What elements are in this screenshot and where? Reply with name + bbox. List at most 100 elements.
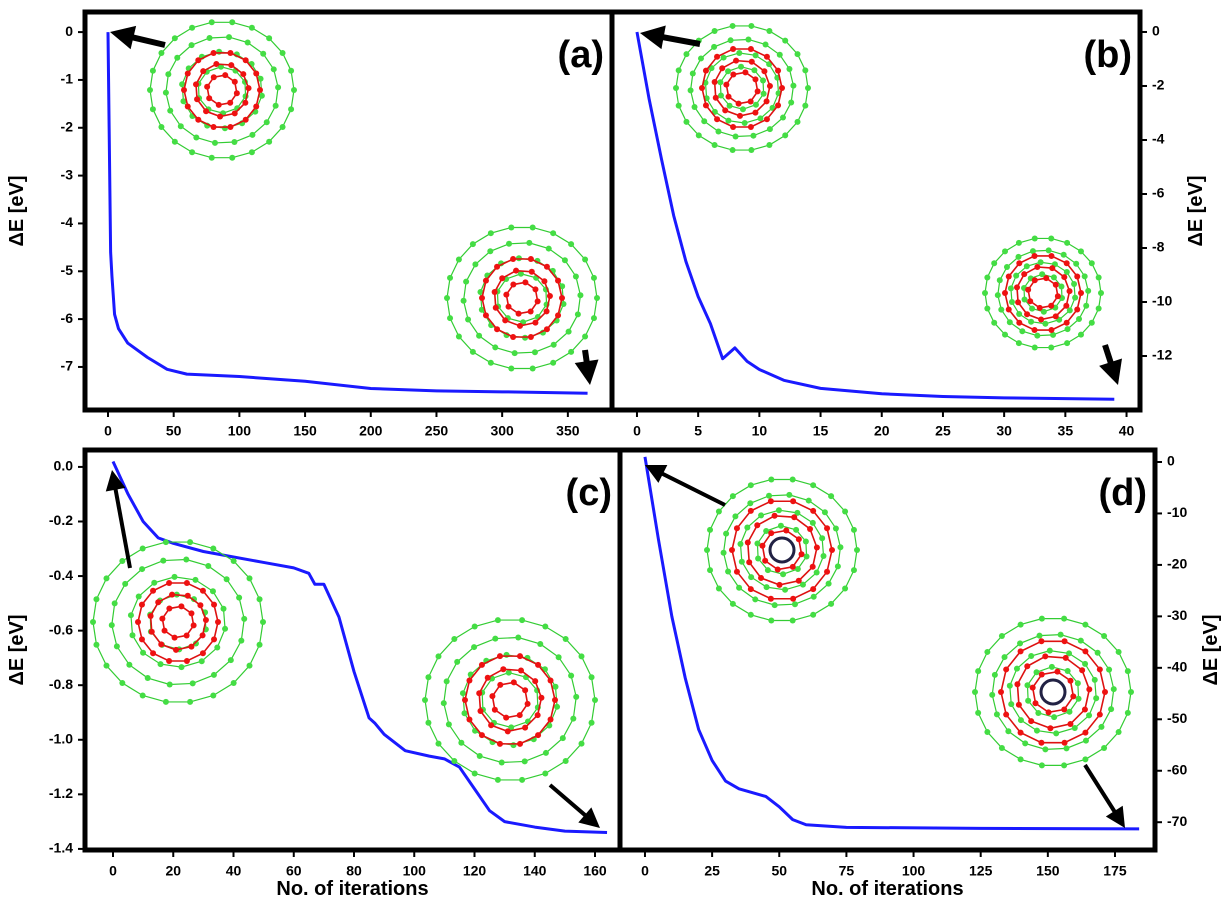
cage-atom — [258, 92, 265, 99]
cage-atom — [221, 125, 228, 132]
cage-atom — [542, 623, 549, 630]
cage-atom — [1115, 648, 1122, 655]
arrow — [574, 349, 599, 385]
inner-atom — [547, 677, 554, 684]
inner-atom — [150, 587, 157, 594]
cage-atom — [1008, 299, 1015, 306]
inner-atom — [489, 693, 496, 700]
inner-atom — [714, 116, 721, 123]
cage-atom — [984, 305, 991, 312]
inner-atom — [747, 98, 754, 105]
cage-atom — [1071, 280, 1078, 287]
molecule-image — [147, 19, 297, 161]
inner-atom — [771, 512, 778, 519]
cage-atom — [187, 698, 194, 705]
cage-atom — [1061, 762, 1068, 769]
cage-atom — [229, 19, 236, 26]
cage-atom — [151, 579, 158, 586]
y-tick-label: -1.4 — [49, 840, 73, 856]
inner-atom — [541, 278, 548, 285]
cage-atom — [768, 476, 775, 483]
x-tick-label: 40 — [226, 863, 242, 879]
inner-atom — [1067, 720, 1074, 727]
cage-atom — [129, 632, 136, 639]
arrow — [1083, 763, 1125, 828]
inner-atom — [754, 88, 761, 95]
cage-atom — [288, 67, 295, 74]
inner-atom — [1017, 648, 1024, 655]
cage-atom — [1115, 729, 1122, 736]
inner-atom — [494, 326, 501, 333]
arrow-head — [1105, 805, 1125, 828]
inner-atom — [547, 716, 554, 723]
panel-frame — [82, 447, 623, 853]
cage-atom — [472, 261, 479, 268]
inner-atom — [543, 308, 550, 315]
cage-atom — [732, 133, 739, 140]
inner-atom — [552, 697, 558, 703]
inner-atom — [730, 46, 737, 53]
inner-atom — [736, 112, 743, 119]
inner-atom — [138, 636, 145, 643]
arrow-shaft — [127, 33, 166, 48]
cage-atom — [776, 51, 783, 58]
x-tick-label: 0 — [633, 423, 641, 439]
cage-atom — [465, 316, 472, 323]
inner-atom — [1032, 700, 1039, 707]
arrow — [645, 465, 726, 507]
inner-atom — [524, 700, 531, 707]
inner-atom — [714, 53, 721, 60]
cage-atom — [487, 359, 494, 366]
inner-atom — [725, 93, 732, 100]
cage-atom — [272, 102, 279, 109]
inner-bonds — [491, 681, 529, 719]
inner-atom — [135, 619, 141, 625]
x-tick-label: 140 — [523, 863, 547, 879]
cage-atom — [246, 662, 253, 669]
cage-atom — [799, 581, 806, 588]
cage-atom — [697, 55, 704, 62]
cage-atom — [717, 79, 724, 86]
cage-atom — [1064, 326, 1071, 333]
cage-atom — [127, 612, 134, 619]
cage-atom — [1033, 669, 1040, 676]
cage-atom — [590, 274, 597, 281]
cage-atom — [1066, 307, 1073, 314]
cage-atom — [1021, 296, 1028, 303]
x-tick-label: 25 — [704, 863, 720, 879]
inner-atom — [1027, 298, 1034, 305]
cage-bonds — [424, 619, 596, 781]
data-line — [635, 31, 1115, 401]
cage-atom — [193, 134, 200, 141]
y-tick-label: -4 — [61, 214, 74, 230]
cage-atom — [119, 680, 126, 687]
cage-bonds — [149, 21, 295, 159]
cage-atom — [780, 571, 787, 578]
inner-atom — [754, 522, 761, 529]
inner-atom — [699, 85, 705, 91]
cage-atom — [794, 509, 801, 516]
cage-atom — [487, 230, 494, 237]
inner-atom — [829, 547, 835, 553]
inner-atom — [1038, 739, 1045, 746]
cage-atom — [139, 566, 146, 573]
cage-atom — [1057, 631, 1064, 638]
cage-atom — [991, 671, 998, 678]
inner-atom — [183, 657, 190, 664]
arrow-head — [578, 807, 600, 828]
cage-atom — [492, 635, 499, 642]
y-tick-label: -4 — [1152, 131, 1165, 147]
inner-bonds — [1016, 655, 1091, 730]
inner-atom — [538, 694, 545, 701]
inner-bonds — [505, 281, 539, 315]
cage-atom — [725, 568, 732, 575]
y-tick-label: -0.4 — [49, 567, 73, 583]
y-tick-label: -10 — [1167, 504, 1187, 520]
inner-atom — [518, 667, 525, 674]
cage-atom — [1108, 706, 1115, 713]
cage-atom — [791, 601, 798, 608]
cage-atom — [1077, 331, 1084, 338]
x-tick-label: 200 — [359, 423, 383, 439]
x-tick-label: 175 — [1103, 863, 1127, 879]
cage-atom — [1106, 666, 1113, 673]
